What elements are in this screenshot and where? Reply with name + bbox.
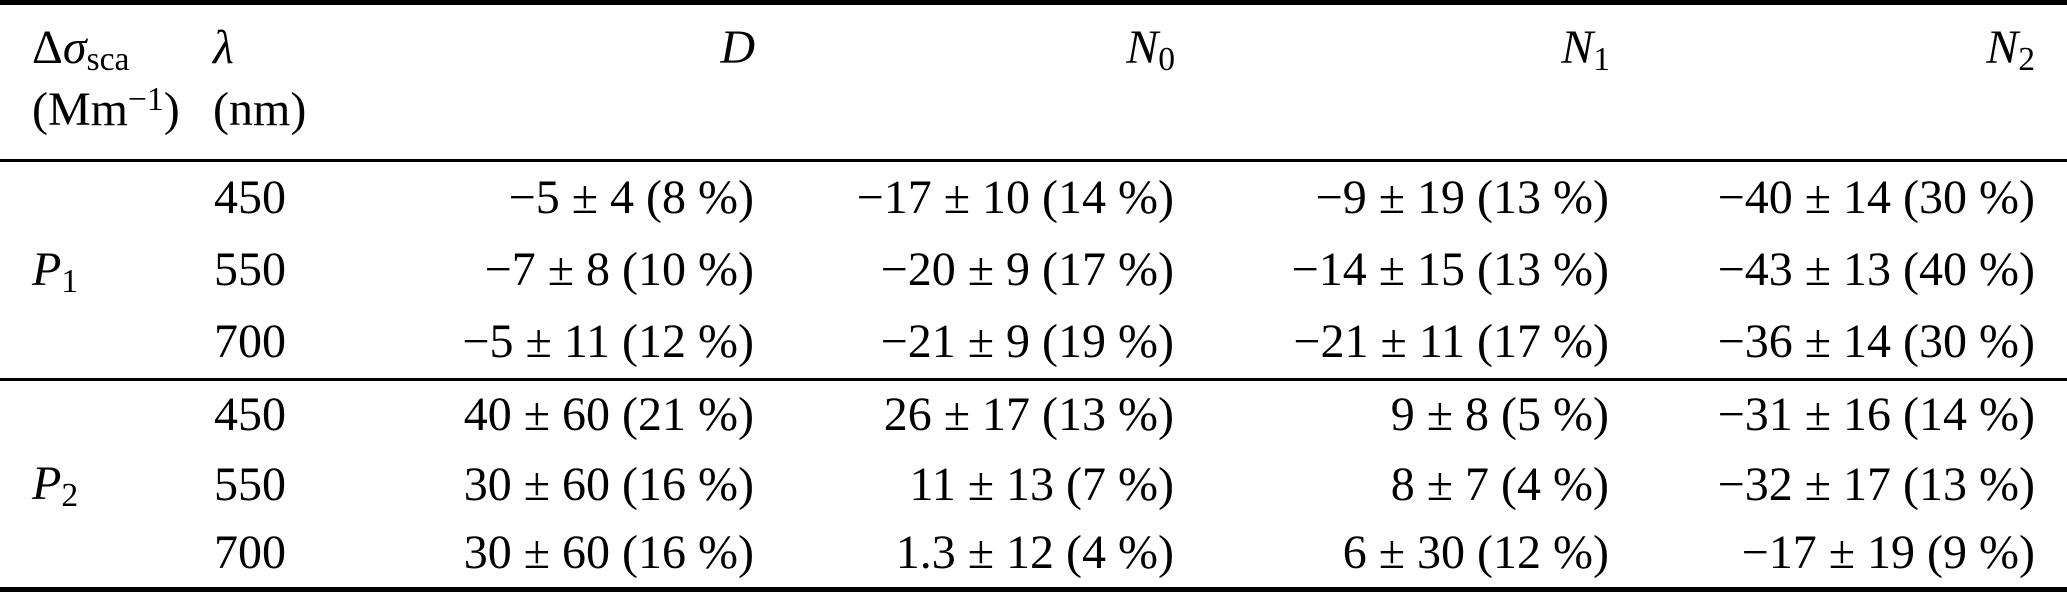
group-label-P2: P2: [32, 457, 79, 515]
delta-sigma-symbol: Δσsca: [32, 21, 130, 79]
N2-value-cell: −43 ± 13 (40 %): [1717, 243, 2035, 296]
group-P2: P2 450 40 ± 60 (21 %) 26 ± 17 (13 %) 9 ±…: [0, 380, 2067, 590]
N1-value-cell: −9 ± 19 (13 %): [1315, 170, 1609, 224]
lambda-cell: 450: [214, 170, 286, 224]
lambda-symbol: λ: [213, 21, 234, 74]
group-P1: P1 450 −5 ± 4 (8 %) −17 ± 10 (14 %) −9 ±…: [0, 161, 2067, 380]
table-row: 700 −5 ± 11 (12 %) −21 ± 9 (19 %) −21 ± …: [0, 307, 2067, 380]
D-value-cell: −7 ± 8 (10 %): [484, 243, 754, 296]
table-header: Δσsca (Mm−1) λ (nm) D N0 N1 N2: [0, 2, 2067, 162]
N0-value-cell: −17 ± 10 (14 %): [856, 170, 1174, 224]
lambda-unit: (nm): [213, 83, 307, 136]
N1-value-cell: −21 ± 11 (17 %): [1293, 315, 1609, 369]
N1-value-cell: 8 ± 7 (4 %): [1390, 457, 1609, 511]
column-header-N1: N1: [1175, 2, 1610, 162]
N0-value-cell: −20 ± 9 (17 %): [880, 243, 1174, 296]
column-header-D: D: [353, 2, 755, 162]
D-value-cell: −5 ± 4 (8 %): [508, 170, 754, 224]
N2-value-cell: −40 ± 14 (30 %): [1717, 170, 2035, 224]
N2-value-cell: −31 ± 16 (14 %): [1717, 388, 2035, 442]
D-value-cell: −5 ± 11 (12 %): [462, 315, 754, 369]
N0-value-cell: 11 ± 13 (7 %): [909, 457, 1174, 511]
N2-value-cell: −32 ± 17 (13 %): [1717, 457, 2035, 511]
lambda-cell: 550: [214, 457, 286, 511]
N1-value-cell: −14 ± 15 (13 %): [1291, 243, 1609, 296]
error-statistics-table: Δσsca (Mm−1) λ (nm) D N0 N1 N2: [0, 0, 2067, 592]
column-header-N2: N2: [1610, 2, 2067, 162]
column-header-delta-sigma-sca: Δσsca (Mm−1): [0, 2, 213, 162]
D-value-cell: 30 ± 60 (16 %): [463, 526, 754, 580]
N2-value-cell: −17 ± 19 (9 %): [1741, 526, 2035, 580]
N0-value-cell: 1.3 ± 12 (4 %): [895, 526, 1174, 580]
lambda-cell: 700: [214, 315, 286, 369]
table-row: 700 30 ± 60 (16 %) 1.3 ± 12 (4 %) 6 ± 30…: [0, 520, 2067, 590]
lambda-cell: 450: [214, 388, 286, 442]
N1-value-cell: 9 ± 8 (5 %): [1390, 388, 1609, 442]
table-row: 550 30 ± 60 (16 %) 11 ± 13 (7 %) 8 ± 7 (…: [0, 450, 2067, 520]
column-header-N0: N0: [755, 2, 1175, 162]
lambda-cell: 550: [214, 243, 286, 296]
table-row: P1 450 −5 ± 4 (8 %) −17 ± 10 (14 %) −9 ±…: [0, 161, 2067, 298]
N1-value-cell: 6 ± 30 (12 %): [1342, 526, 1609, 580]
table-row: 550 −7 ± 8 (10 %) −20 ± 9 (17 %) −14 ± 1…: [0, 234, 2067, 307]
header-row: Δσsca (Mm−1) λ (nm) D N0 N1 N2: [0, 2, 2067, 162]
table-row: P2 450 40 ± 60 (21 %) 26 ± 17 (13 %) 9 ±…: [0, 380, 2067, 513]
N0-value-cell: 26 ± 17 (13 %): [883, 388, 1174, 442]
N2-value-cell: −36 ± 14 (30 %): [1717, 315, 2035, 369]
lambda-cell: 700: [214, 526, 286, 580]
delta-sigma-unit: (Mm−1): [32, 80, 180, 136]
column-header-lambda: λ (nm): [213, 2, 353, 162]
N0-value-cell: −21 ± 9 (19 %): [880, 315, 1174, 369]
D-value-cell: 40 ± 60 (21 %): [463, 388, 754, 442]
group-label-P1: P1: [32, 243, 79, 301]
D-value-cell: 30 ± 60 (16 %): [463, 457, 754, 511]
